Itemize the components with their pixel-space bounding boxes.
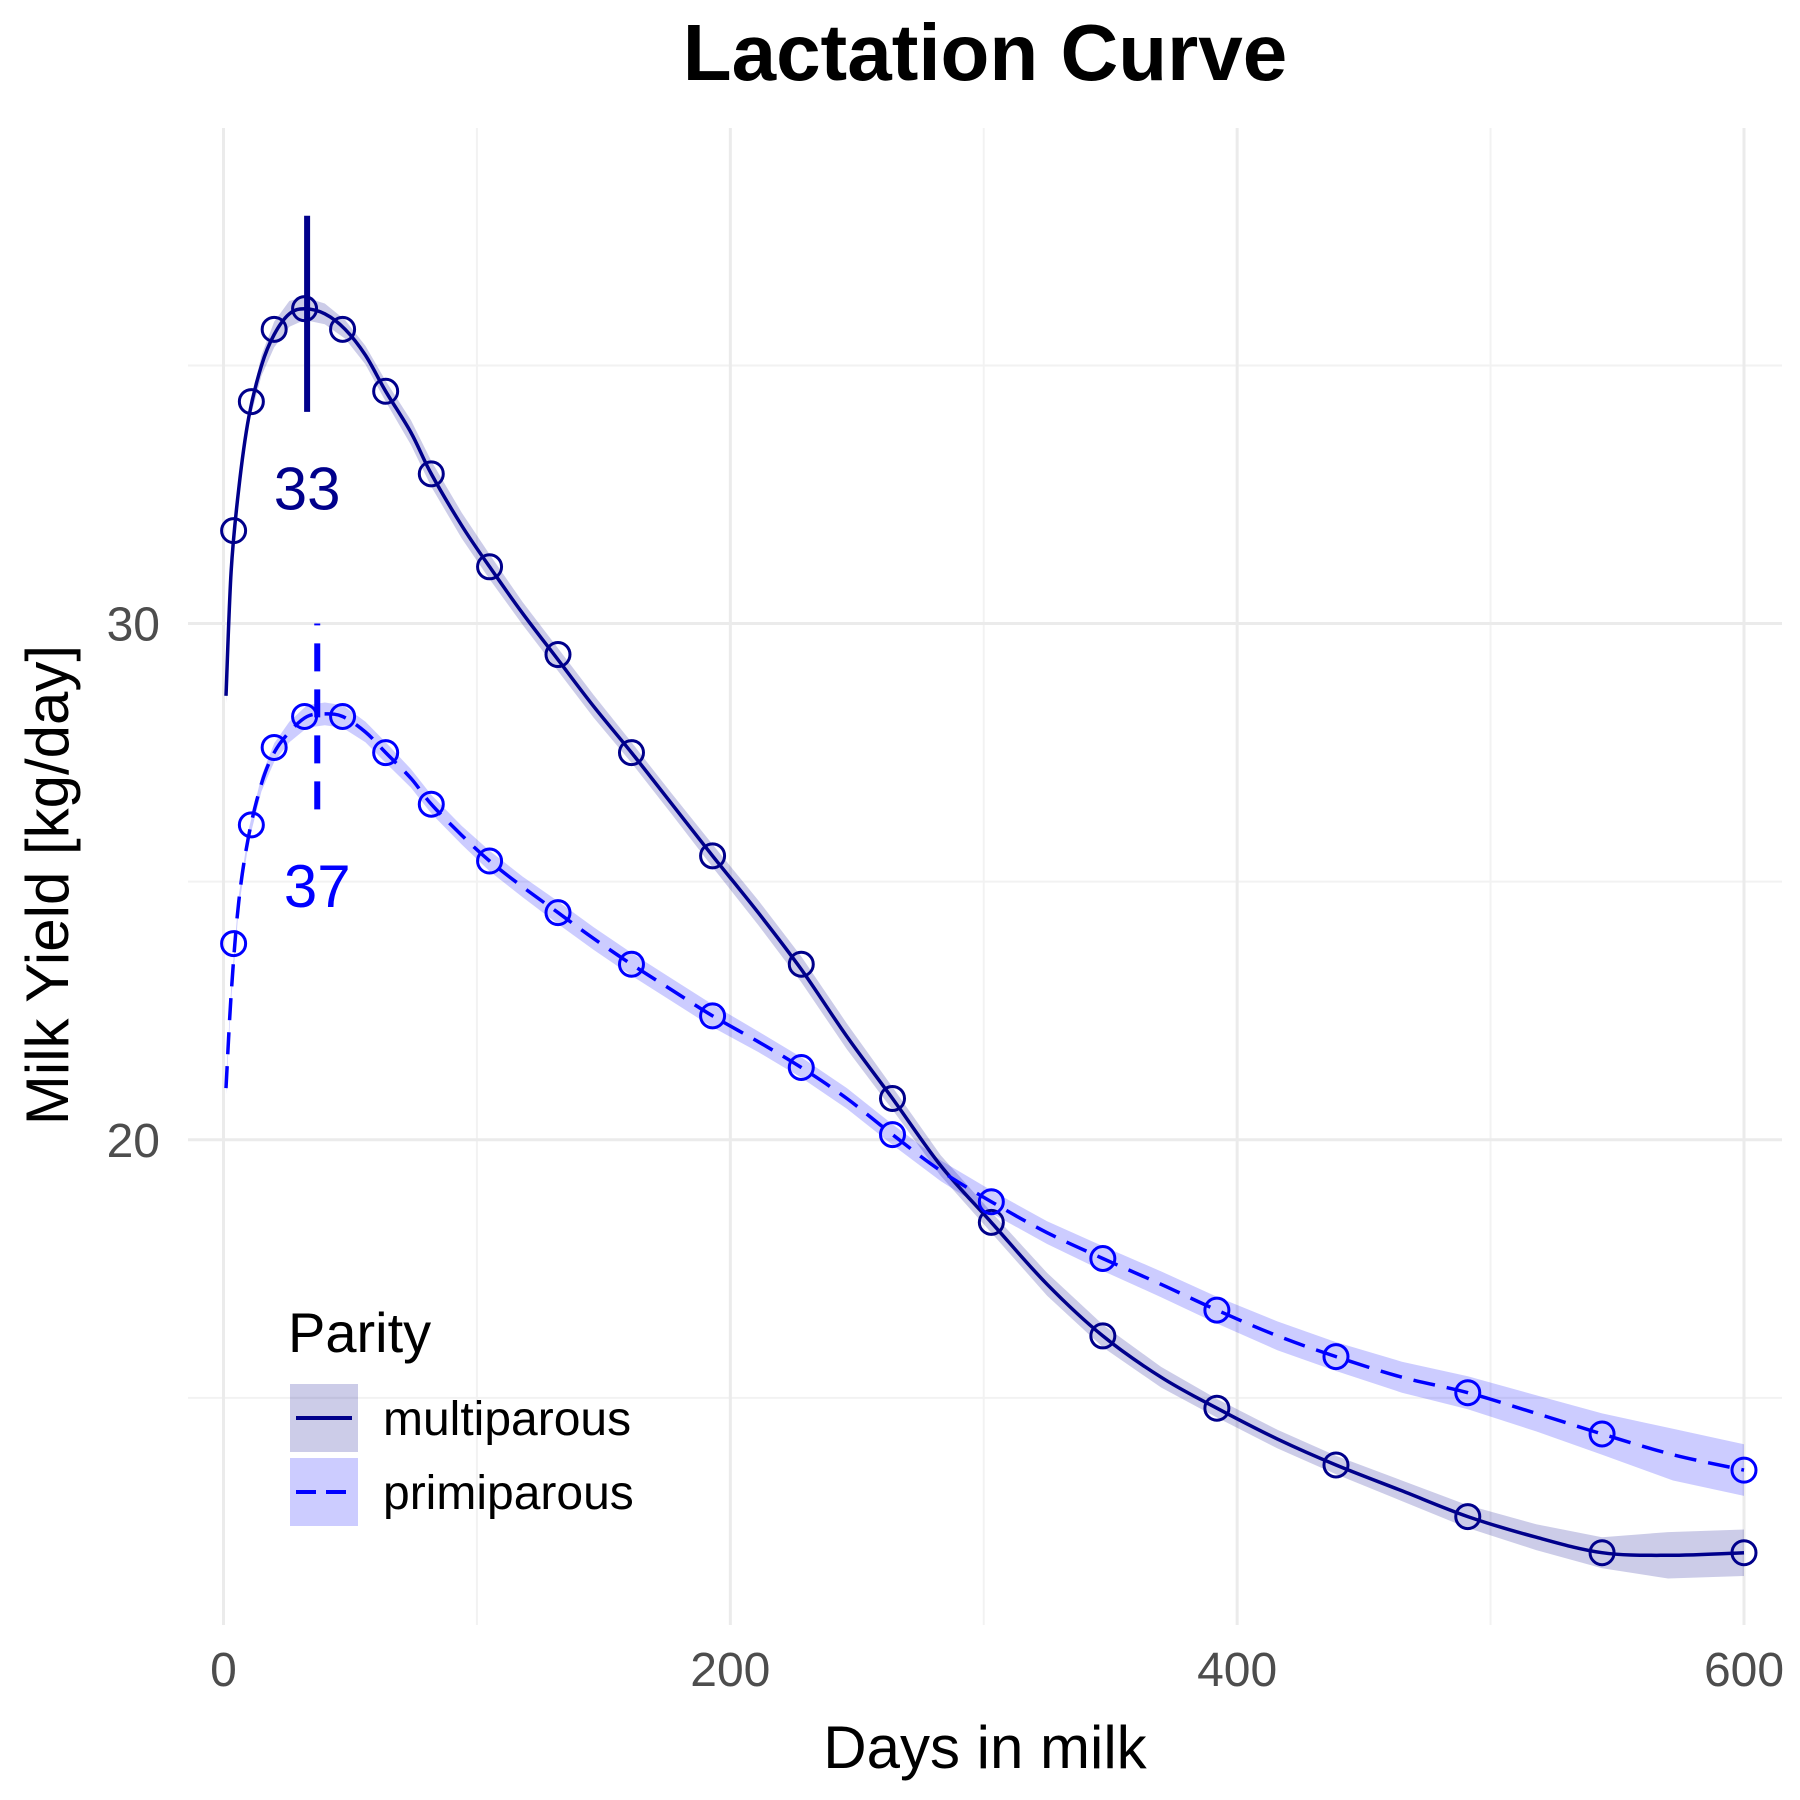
legend-key-multiparous [290, 1384, 358, 1452]
point-primiparous [544, 899, 572, 927]
point-multiparous [417, 460, 445, 488]
point-multiparous [1588, 1539, 1616, 1567]
chart-title: Lactation Curve [683, 8, 1288, 97]
point-multiparous [220, 517, 248, 545]
point-multiparous [260, 315, 288, 343]
point-primiparous [977, 1188, 1005, 1216]
point-primiparous [879, 1121, 907, 1149]
x-tick-label: 0 [210, 1644, 237, 1697]
point-primiparous [1730, 1456, 1758, 1484]
peak-label-multiparous: 33 [274, 455, 341, 522]
point-multiparous [617, 739, 645, 767]
point-multiparous [1730, 1539, 1758, 1567]
point-multiparous [476, 553, 504, 581]
point-multiparous [372, 377, 400, 405]
ribbon-primiparous [226, 702, 1744, 1496]
point-multiparous [1322, 1451, 1350, 1479]
legend-title: Parity [288, 1301, 431, 1364]
confidence-ribbons [226, 297, 1744, 1579]
point-primiparous [1454, 1379, 1482, 1407]
series-lines [224, 306, 1745, 1558]
line-multiparous [224, 306, 1745, 1558]
point-primiparous [237, 811, 265, 839]
x-tick-label: 400 [1197, 1644, 1277, 1697]
point-primiparous [617, 950, 645, 978]
peak-label-primiparous: 37 [284, 853, 351, 920]
axes: 0 200 400 600 20 30 [107, 599, 1784, 1697]
point-primiparous [260, 733, 288, 761]
point-multiparous [237, 388, 265, 416]
point-primiparous [787, 1053, 815, 1081]
line-primiparous [224, 712, 1745, 1472]
point-primiparous [1322, 1343, 1350, 1371]
peak-markers: 33 37 [274, 215, 351, 920]
point-primiparous [417, 790, 445, 818]
point-multiparous [787, 950, 815, 978]
x-tick-label: 200 [690, 1644, 770, 1697]
point-multiparous [879, 1084, 907, 1112]
point-multiparous [977, 1208, 1005, 1236]
point-primiparous [372, 739, 400, 767]
y-tick-label: 20 [107, 1115, 160, 1168]
point-multiparous [544, 641, 572, 669]
point-multiparous [1203, 1394, 1231, 1422]
point-primiparous [220, 930, 248, 958]
point-primiparous [1203, 1296, 1231, 1324]
x-tick-label: 600 [1704, 1644, 1784, 1697]
x-axis-title: Days in milk [823, 1714, 1147, 1781]
point-primiparous [699, 1002, 727, 1030]
point-primiparous [476, 847, 504, 875]
y-tick-label: 30 [107, 599, 160, 652]
point-primiparous [1588, 1420, 1616, 1448]
legend-label-multiparous: multiparous [383, 1393, 631, 1446]
point-multiparous [1454, 1503, 1482, 1531]
legend: Parity multiparous primiparous [288, 1301, 634, 1526]
point-multiparous [329, 315, 357, 343]
y-axis-title: Milk Yield [kg/day] [14, 645, 81, 1125]
point-primiparous [329, 702, 357, 730]
point-multiparous [1089, 1322, 1117, 1350]
grid [188, 128, 1782, 1625]
legend-label-primiparous: primiparous [383, 1467, 634, 1520]
point-primiparous [1089, 1244, 1117, 1272]
legend-key-primiparous [290, 1458, 358, 1526]
point-multiparous [699, 842, 727, 870]
ribbon-multiparous [226, 297, 1744, 1579]
data-points [220, 295, 1758, 1567]
